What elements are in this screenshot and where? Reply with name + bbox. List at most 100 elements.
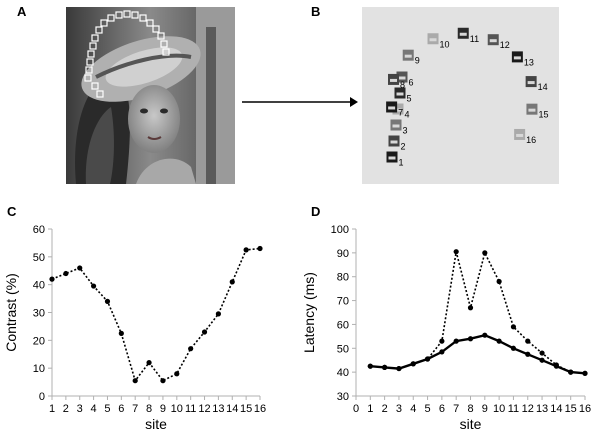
- data-point: [188, 346, 194, 352]
- x-tick-label: 5: [425, 403, 431, 415]
- x-tick-label: 1: [367, 403, 373, 415]
- patch-highlight: [513, 56, 521, 60]
- x-tick-label: 6: [118, 403, 124, 415]
- y-tick-label: 70: [337, 296, 349, 308]
- patch-number-7: 7: [398, 107, 403, 117]
- x-tick-label: 16: [254, 403, 266, 415]
- series-line-solid: [370, 333, 586, 375]
- x-tick-label: 1: [49, 403, 55, 415]
- arrow-right-icon: [242, 97, 358, 107]
- data-point: [77, 265, 83, 271]
- data-point: [568, 369, 574, 375]
- data-point: [582, 370, 588, 376]
- data-point: [482, 332, 488, 338]
- x-tick-label: 14: [226, 403, 238, 415]
- patch-panel: 1 2 3 4 5 6 7 8 9 10 11 12 13 14 15 16: [362, 7, 559, 184]
- panel-label-c: C: [7, 204, 17, 219]
- x-tick-label: 16: [579, 403, 591, 415]
- patch-number-16: 16: [526, 135, 536, 145]
- data-point: [201, 329, 208, 335]
- data-point: [424, 356, 431, 362]
- x-tick-label: 11: [508, 403, 519, 415]
- x-tick-label: 6: [439, 403, 445, 415]
- patch-highlight: [392, 124, 400, 128]
- patch-highlight: [528, 108, 536, 112]
- x-tick-label: 12: [198, 403, 210, 415]
- data-point: [510, 324, 517, 330]
- data-point: [382, 364, 388, 370]
- x-tick-label: 8: [467, 403, 473, 415]
- patch-number-8: 8: [400, 80, 405, 90]
- data-point: [539, 350, 545, 356]
- y-axis-title: Contrast (%): [3, 273, 19, 352]
- y-tick-label: 40: [33, 280, 45, 292]
- patch-highlight: [388, 106, 396, 110]
- y-tick-label: 30: [337, 391, 349, 403]
- x-tick-label: 0: [353, 403, 359, 415]
- patch-number-15: 15: [538, 110, 548, 120]
- x-tick-label: 7: [453, 403, 459, 415]
- x-tick-label: 9: [482, 403, 488, 415]
- patch-highlight: [459, 32, 467, 36]
- data-point: [63, 270, 69, 277]
- y-tick-label: 10: [33, 363, 45, 375]
- x-tick-label: 15: [240, 403, 252, 415]
- x-tick-label: 10: [493, 403, 505, 415]
- portrait-illustration: [66, 7, 235, 184]
- x-tick-label: 4: [91, 403, 97, 415]
- x-tick-label: 15: [565, 403, 577, 415]
- data-point: [146, 360, 152, 366]
- series-line-dotted: [51, 247, 261, 383]
- patch-highlight: [390, 140, 398, 144]
- data-point: [132, 378, 138, 384]
- x-tick-label: 12: [522, 403, 534, 415]
- y-tick-label: 50: [337, 343, 349, 355]
- portrait-image: [66, 7, 235, 184]
- y-tick-label: 80: [337, 272, 349, 284]
- patch-number-10: 10: [440, 39, 450, 49]
- panel-label-b: B: [311, 4, 321, 19]
- y-tick-label: 0: [39, 391, 45, 403]
- data-point: [553, 363, 559, 369]
- patch-number-11: 11: [470, 34, 479, 44]
- panel-label-d: D: [311, 204, 321, 219]
- data-point: [229, 279, 235, 285]
- patch-number-14: 14: [538, 82, 548, 92]
- data-point: [215, 311, 221, 317]
- data-point: [104, 298, 111, 304]
- data-point: [467, 336, 474, 342]
- x-axis-title: site: [145, 416, 167, 432]
- y-tick-label: 90: [337, 248, 349, 260]
- x-tick-label: 10: [171, 403, 183, 415]
- patch-highlight: [527, 81, 535, 85]
- y-axis-title: Latency (ms): [301, 272, 317, 353]
- data-point: [482, 250, 488, 256]
- patch-number-3: 3: [403, 126, 408, 136]
- x-tick-label: 11: [185, 403, 196, 415]
- data-point: [257, 245, 263, 252]
- x-tick-label: 2: [382, 403, 388, 415]
- data-point: [118, 330, 124, 336]
- patch-highlight: [516, 133, 524, 137]
- data-point: [496, 278, 502, 285]
- patch-highlight: [398, 76, 406, 80]
- y-tick-label: 50: [33, 252, 45, 264]
- x-tick-label: 4: [410, 403, 416, 415]
- panel-label-a: A: [17, 4, 27, 19]
- y-tick-label: 60: [33, 224, 45, 236]
- patch-number-2: 2: [401, 142, 406, 152]
- y-tick-label: 60: [337, 319, 349, 331]
- x-tick-label: 13: [212, 403, 224, 415]
- patch-number-1: 1: [399, 158, 404, 168]
- patch-number-6: 6: [409, 78, 414, 88]
- data-point: [91, 283, 97, 289]
- data-point: [160, 378, 166, 384]
- patch-highlight: [390, 78, 398, 82]
- patch-number-13: 13: [524, 57, 534, 67]
- data-point: [453, 249, 459, 255]
- x-tick-label: 3: [77, 403, 83, 415]
- data-point: [510, 345, 517, 351]
